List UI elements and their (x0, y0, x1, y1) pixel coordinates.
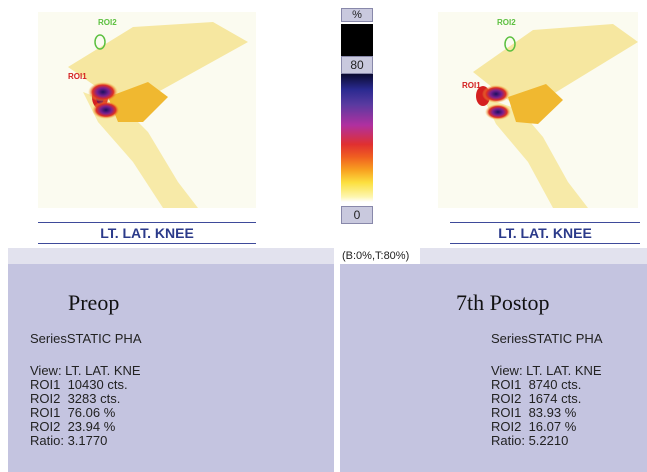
left-knee-scan-image (38, 12, 256, 208)
right-view: View: LT. LAT. KNE (491, 363, 602, 378)
scale-unit-label: % (341, 8, 373, 22)
scale-range-note: (B:0%,T:80%) (342, 250, 410, 262)
left-roi1-label: ROI1 (68, 72, 87, 81)
scale-min-label: 0 (341, 206, 373, 224)
right-roi1-label: ROI1 (462, 81, 481, 90)
left-roi2-label: ROI2 (98, 18, 117, 27)
right-roi2-label: ROI2 (497, 18, 516, 27)
left-heading: Preop (68, 290, 120, 315)
right-knee-scan-graphic (473, 24, 638, 208)
left-stats-header-strip (8, 248, 334, 264)
right-ratio: Ratio: 5.2210 (491, 433, 569, 448)
right-roi1-counts: ROI1 8740 cts. (491, 377, 582, 392)
left-stats-panel (8, 264, 334, 472)
right-roi2-percent: ROI2 16.07 % (491, 419, 577, 434)
left-view-label: LT. LAT. KNEE (38, 222, 256, 244)
left-roi2-percent: ROI2 23.94 % (30, 419, 116, 434)
right-view-label: LT. LAT. KNEE (450, 222, 640, 244)
left-knee-scan-graphic (68, 22, 248, 208)
right-heading: 7th Postop (456, 290, 550, 315)
right-stats-panel (340, 264, 647, 472)
left-series: SeriesSTATIC PHA (30, 331, 142, 346)
scale-black-block (341, 24, 373, 56)
right-knee-scan-image (438, 12, 638, 208)
right-roi1-percent: ROI1 83.93 % (491, 405, 577, 420)
left-roi1-percent: ROI1 76.06 % (30, 405, 116, 420)
left-view: View: LT. LAT. KNE (30, 363, 141, 378)
color-scale-bar (341, 74, 373, 202)
left-roi2-counts: ROI2 3283 cts. (30, 391, 121, 406)
right-roi2-counts: ROI2 1674 cts. (491, 391, 582, 406)
right-stats-header-strip (420, 248, 647, 264)
left-ratio: Ratio: 3.1770 (30, 433, 108, 448)
left-roi1-counts: ROI1 10430 cts. (30, 377, 128, 392)
right-series: SeriesSTATIC PHA (491, 331, 603, 346)
scale-max-label: 80 (341, 56, 373, 74)
